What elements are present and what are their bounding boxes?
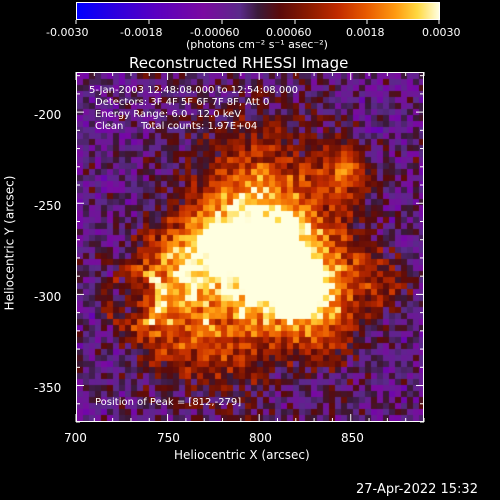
colorbar-tick-label: -0.00060 (190, 26, 240, 39)
y-tick-label: -250 (34, 199, 62, 213)
chart-title: Reconstructed RHESSI Image (129, 54, 349, 72)
x-axis-label: Heliocentric X (arcsec) (174, 448, 310, 462)
colorbar (76, 2, 440, 20)
timestamp: 27-Apr-2022 15:32 (356, 482, 478, 497)
y-tick-label: -350 (34, 381, 62, 395)
x-tick-label: 750 (157, 431, 180, 445)
x-tick-label: 700 (64, 431, 87, 445)
annotation-method: Clean (95, 121, 124, 132)
x-tick-label: 800 (249, 431, 272, 445)
colorbar-tick-label: 0.00060 (266, 26, 312, 39)
annotation-time: 5-Jan-2003 12:48:08.000 to 12:54:08.000 (89, 85, 298, 96)
colorbar-units: (photons cm⁻² s⁻¹ asec⁻²) (186, 38, 328, 51)
colorbar-tick-label: 0.0030 (422, 26, 461, 39)
y-axis-label: Heliocentric Y (arcsec) (2, 175, 17, 311)
x-tick-label: 850 (341, 431, 364, 445)
annotation-peak: Position of Peak = [812,-279] (95, 397, 242, 408)
heatmap-plot: 5-Jan-2003 12:48:08.000 to 12:54:08.000 … (76, 72, 424, 422)
colorbar-tick-label: -0.0030 (46, 26, 89, 39)
heatmap-image (77, 73, 423, 421)
colorbar-tick-label: 0.0018 (346, 26, 385, 39)
colorbar-tick-label: -0.0018 (120, 26, 163, 39)
annotation-energy: Energy Range: 6.0 - 12.0 keV (95, 109, 242, 120)
y-tick-label: -200 (34, 108, 62, 122)
annotation-counts: Total counts: 1.97E+04 (141, 121, 258, 132)
colorbar-ticks: -0.0030 -0.0018 -0.00060 0.00060 0.0018 … (0, 0, 500, 50)
y-tick-label: -300 (34, 290, 62, 304)
annotation-detectors: Detectors: 3F 4F 5F 6F 7F 8F, Att 0 (95, 97, 270, 108)
